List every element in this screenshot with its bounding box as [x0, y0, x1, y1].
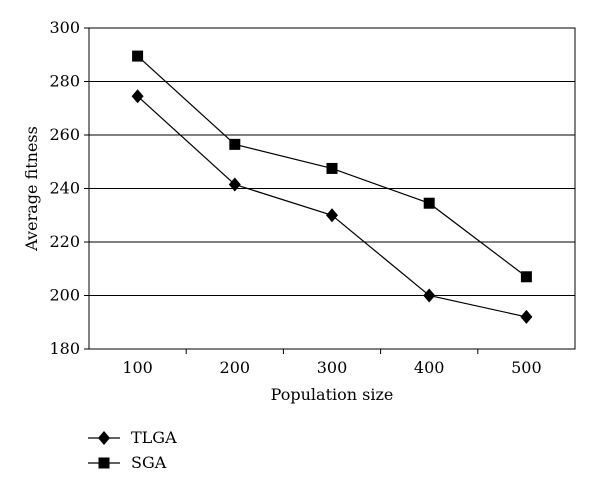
legend-item-tlga: TLGA	[88, 428, 177, 447]
data-point-sga	[132, 50, 144, 62]
data-point-sga	[423, 197, 435, 209]
x-tick-label: 500	[511, 358, 542, 377]
data-point-tlga	[520, 309, 533, 324]
y-axis-title: Average fitness	[22, 126, 41, 252]
series-tlga	[131, 89, 533, 324]
data-point-tlga	[228, 177, 241, 192]
y-axis-ticks: 180 200 220 240 260 280 300	[49, 18, 89, 358]
x-tick-label: 300	[317, 358, 348, 377]
x-axis-title: Population size	[271, 385, 394, 404]
legend-label-tlga: TLGA	[131, 428, 177, 447]
data-point-tlga	[423, 288, 436, 303]
data-point-sga	[326, 162, 338, 174]
legend: TLGA SGA	[88, 428, 177, 472]
legend-marker-sga	[98, 457, 110, 469]
data-point-sga	[520, 271, 532, 283]
series-line-tlga	[137, 95, 527, 318]
x-axis-ticks: 100 200 300 400 500	[122, 349, 542, 377]
data-point-sga	[229, 138, 241, 150]
y-tick-label: 180	[49, 339, 80, 358]
legend-item-sga: SGA	[88, 453, 167, 472]
data-point-tlga	[326, 208, 338, 223]
data-point-tlga	[131, 89, 144, 104]
y-tick-label: 260	[49, 125, 80, 144]
y-tick-label: 240	[49, 179, 80, 198]
gridlines	[89, 27, 575, 350]
legend-marker-tlga	[98, 431, 110, 445]
y-tick-label: 220	[49, 232, 80, 251]
x-tick-label: 200	[220, 358, 251, 377]
series-sga	[132, 50, 532, 283]
x-tick-label: 400	[414, 358, 445, 377]
legend-label-sga: SGA	[131, 453, 167, 472]
x-tick-label: 100	[122, 358, 153, 377]
y-tick-label: 280	[49, 72, 80, 91]
y-tick-label: 300	[49, 18, 80, 37]
y-tick-label: 200	[49, 286, 80, 305]
series-group	[131, 50, 533, 324]
